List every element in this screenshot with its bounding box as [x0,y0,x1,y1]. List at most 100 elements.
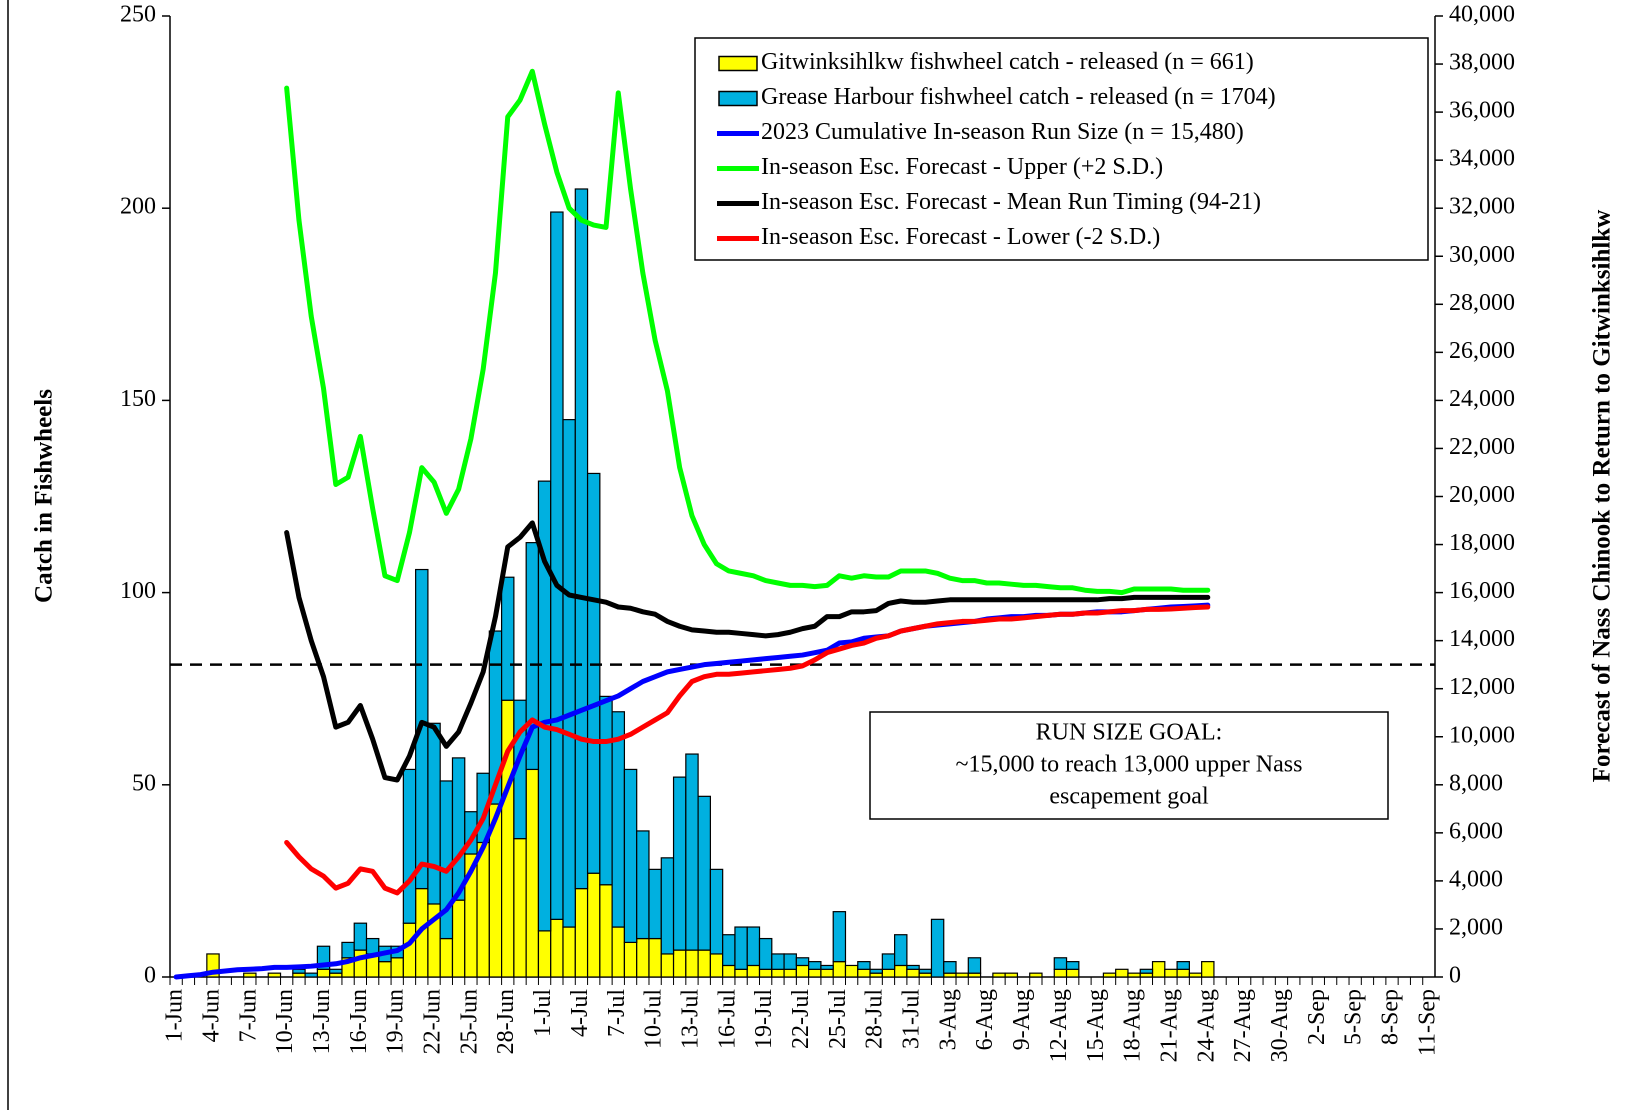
x-tick-label: 11-Sep [1414,989,1440,1056]
annotation-text: ~15,000 to reach 13,000 upper Nass [956,752,1303,778]
y2-tick-label: 40,000 [1449,2,1515,28]
bar [685,949,699,978]
x-tick-label: 4-Jun [198,989,224,1042]
bar [857,961,871,970]
bar [722,934,736,967]
y2-tick-label: 30,000 [1449,242,1515,268]
legend-label: Gitwinksihlkw fishwheel catch - released… [761,49,1254,75]
y2-tick-label: 28,000 [1449,290,1515,316]
x-tick-label: 28-Jun [493,989,519,1054]
line-series [284,520,1211,783]
bar [881,968,896,978]
bar [894,964,908,978]
annotation-text: escapement goal [1049,784,1209,810]
bar [623,768,638,944]
y2-tick-label: 6,000 [1449,818,1503,844]
x-tick-label: 22-Jun [420,989,446,1054]
bar [636,937,650,978]
bar [758,968,773,978]
bar [808,968,822,978]
bar [955,972,969,978]
bar [648,937,662,978]
bar [537,930,552,978]
bar [697,949,711,978]
legend-label: In-season Esc. Forecast - Upper (+2 S.D.… [761,154,1163,180]
bar [771,968,785,978]
y2-tick-label: 20,000 [1449,482,1515,508]
bar [1004,972,1019,978]
y2-tick-label: 24,000 [1449,386,1515,412]
x-tick-label: 7-Jul [604,989,630,1037]
bar [1115,968,1129,978]
x-tick-label: 19-Jun [383,989,409,1054]
bar [292,968,306,974]
bar [1176,968,1190,978]
x-tick-label: 21-Aug [1156,989,1182,1062]
y2-tick-label: 38,000 [1449,50,1515,76]
x-tick-label: 2-Sep [1304,989,1330,1045]
bar [451,757,466,901]
y2-tick-label: 32,000 [1449,194,1515,220]
y2-tick-label: 14,000 [1449,626,1515,652]
y-tick-label: 250 [120,2,156,28]
bar [795,964,810,978]
bar [783,953,797,970]
bar [562,419,576,928]
bar [808,961,822,970]
legend-swatch [718,55,758,72]
bar [623,941,638,978]
x-tick-label: 24-Aug [1193,989,1219,1062]
x-tick-label: 19-Jul [751,989,777,1049]
bar [329,968,343,974]
y2-tick-label: 12,000 [1449,674,1515,700]
bar [1102,972,1117,978]
bar [402,922,417,978]
bar [906,968,920,978]
bar [697,795,711,951]
legend-box [694,37,1429,261]
line-series [284,68,1211,596]
x-tick-label: 25-Jun [456,989,482,1054]
bar [930,918,945,978]
x-tick-label: 27-Aug [1230,989,1256,1062]
bar [992,972,1006,978]
y2-axis-title: Forecast of Nass Chinook to Return to Gi… [1589,210,1616,783]
x-tick-label: 22-Jul [788,989,814,1049]
bar [611,711,626,928]
bar [574,188,589,890]
bar [488,630,503,805]
bar [1151,961,1166,978]
x-tick-label: 25-Jul [825,989,851,1049]
bar [746,926,761,967]
y-tick-label: 100 [120,578,156,604]
annotation-text: RUN SIZE GOAL: [1036,720,1223,746]
bar [636,830,650,940]
legend-label: In-season Esc. Forecast - Mean Run Timin… [761,189,1261,215]
annotation-box [869,711,1389,820]
x-tick-label: 10-Jun [272,989,298,1054]
bar [611,926,626,978]
bar [513,838,527,978]
bar [439,937,454,978]
bar [341,941,355,959]
x-tick-label: 15-Aug [1083,989,1109,1062]
bar [685,753,699,951]
bar [709,953,724,978]
bar [574,887,589,978]
bar [894,934,908,967]
x-tick-label: 18-Aug [1120,989,1146,1062]
bar [267,972,282,978]
x-tick-label: 13-Jun [309,989,335,1054]
bar [304,972,318,978]
y2-tick-label: 10,000 [1449,722,1515,748]
x-tick-label: 10-Jul [641,989,667,1049]
x-tick-label: 7-Jun [235,989,261,1042]
bar [402,768,417,924]
x-tick-label: 16-Jun [346,989,372,1054]
bar [1188,972,1203,978]
y2-tick-label: 2,000 [1449,914,1503,940]
bar [550,211,564,920]
bar [1164,968,1178,978]
